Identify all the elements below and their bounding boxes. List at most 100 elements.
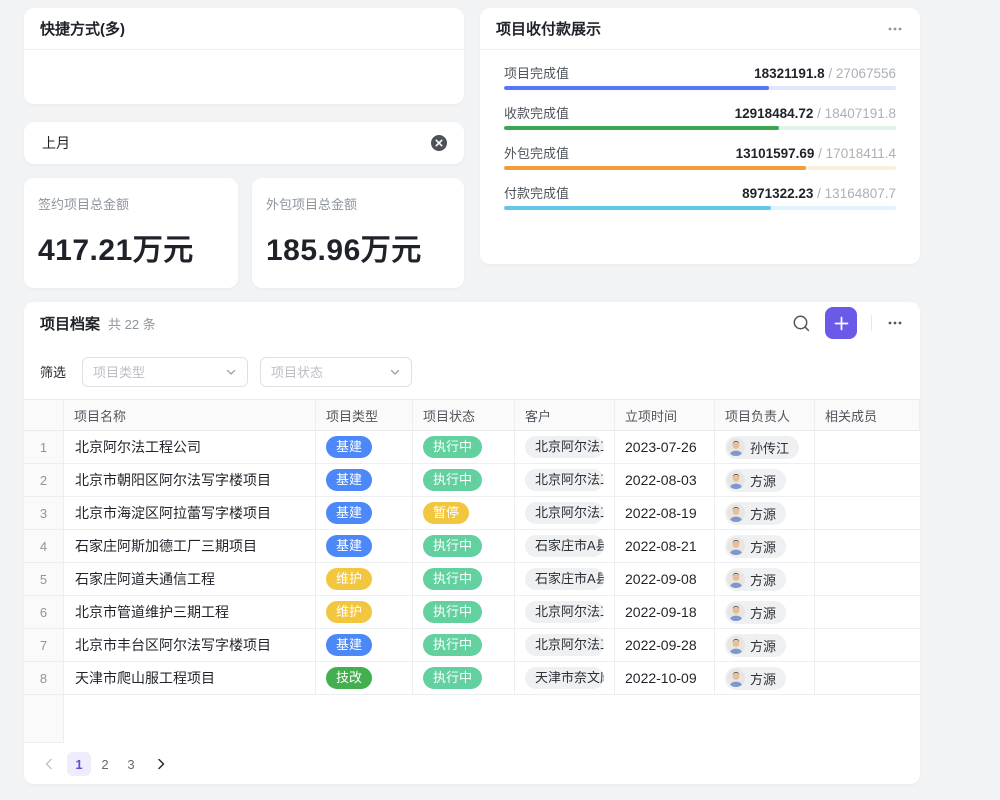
start-date-cell: 2022-09-18: [615, 596, 715, 629]
members-cell: [815, 530, 920, 563]
owner-name: 方源: [750, 671, 777, 687]
project-type-cell: 基建: [316, 629, 413, 662]
owner-tag: 方源: [725, 633, 787, 657]
customer-tag: 石家庄市A县: [525, 567, 604, 591]
members-cell: [815, 662, 920, 695]
customer-cell: 北京阿尔法工: [515, 629, 615, 662]
progress-total: / 17018411.4: [814, 146, 896, 161]
progress-row: 外包完成值 13101597.69 / 17018411.4: [504, 143, 896, 170]
payment-card-header: 项目收付款展示: [480, 8, 920, 50]
project-type-cell: 基建: [316, 530, 413, 563]
project-type-badge: 基建: [326, 435, 373, 459]
column-header: [24, 399, 64, 431]
project-name-cell[interactable]: 北京市管道维护三期工程: [64, 596, 316, 629]
filter-select[interactable]: 项目状态: [260, 356, 413, 387]
chevron-down-icon: [226, 369, 236, 375]
project-type-badge: 基建: [326, 501, 373, 525]
project-name-cell[interactable]: 北京市朝阳区阿尔法写字楼项目: [64, 464, 316, 497]
avatar: [727, 438, 745, 456]
archive-card-header: 项目档案 共 22 条: [24, 302, 920, 344]
progress-bar-track: [504, 86, 896, 90]
project-name-cell[interactable]: 石家庄阿道夫通信工程: [64, 563, 316, 596]
filter-select-label: 项目状态: [271, 365, 324, 380]
time-filter-value: 上月: [42, 135, 70, 151]
progress-bar-track: [504, 206, 896, 210]
clear-filter-icon[interactable]: [430, 134, 448, 152]
project-type-cell: 维护: [316, 596, 413, 629]
owner-name: 方源: [750, 539, 777, 555]
shortcut-card: 快捷方式(多): [24, 8, 464, 104]
row-number: 5: [24, 563, 64, 596]
owner-cell: 方源: [715, 596, 815, 629]
customer-cell: 石家庄市A县: [515, 563, 615, 596]
project-name-cell[interactable]: 天津市爬山服工程项目: [64, 662, 316, 695]
payment-display-card: 项目收付款展示 项目完成值 18321191.8 / 27067556 收款完成…: [480, 8, 920, 264]
progress-label: 项目完成值: [504, 66, 570, 81]
more-icon[interactable]: [886, 20, 904, 38]
payment-card-title: 项目收付款展示: [496, 21, 602, 38]
project-status-cell: 执行中: [413, 596, 515, 629]
page-number[interactable]: 3: [127, 756, 135, 772]
project-name-cell[interactable]: 石家庄阿斯加德工厂三期项目: [64, 530, 316, 563]
column-header: 客户: [515, 399, 615, 431]
page-list: 1 2 3: [66, 752, 144, 776]
avatar: [727, 471, 745, 489]
prev-page-icon[interactable]: [42, 757, 56, 771]
start-date: 2022-09-18: [625, 604, 697, 620]
add-record-button[interactable]: [825, 307, 857, 339]
project-type-badge: 基建: [326, 633, 373, 657]
progress-bar-fill: [504, 166, 806, 170]
archive-actions: [792, 307, 904, 339]
customer-tag: 北京阿尔法工: [525, 468, 604, 492]
avatar: [727, 537, 745, 555]
start-date-cell: 2022-08-19: [615, 497, 715, 530]
column-header: 项目类型: [316, 399, 413, 431]
progress-row: 付款完成值 8971322.23 / 13164807.7: [504, 183, 896, 210]
project-status-badge: 执行中: [423, 567, 483, 591]
project-status-badge: 执行中: [423, 435, 483, 459]
page-number[interactable]: 2: [101, 756, 109, 772]
project-type-cell: 基建: [316, 464, 413, 497]
progress-value: 13101597.69: [735, 146, 815, 161]
project-name-cell[interactable]: 北京阿尔法工程公司: [64, 431, 316, 464]
project-name-cell[interactable]: 北京市丰台区阿尔法写字楼项目: [64, 629, 316, 662]
project-status-cell: 暂停: [413, 497, 515, 530]
start-date-cell: 2022-09-28: [615, 629, 715, 662]
progress-row: 项目完成值 18321191.8 / 27067556: [504, 63, 896, 90]
project-name: 北京阿尔法工程公司: [75, 439, 201, 455]
progress-bar-track: [504, 166, 896, 170]
progress-bar-fill: [504, 206, 771, 210]
metric-label: 外包项目总金额: [266, 197, 358, 212]
owner-name: 方源: [750, 473, 777, 489]
next-page-icon[interactable]: [154, 757, 168, 771]
metric-card-outsource-total: 外包项目总金额 185.96万元: [252, 178, 464, 288]
avatar: [727, 603, 745, 621]
time-filter[interactable]: 上月: [24, 122, 464, 164]
customer-cell: 北京阿尔法工: [515, 431, 615, 464]
table-more-icon[interactable]: [886, 314, 904, 332]
project-type-badge: 技改: [326, 666, 373, 690]
customer-cell: 北京阿尔法工: [515, 596, 615, 629]
tail-number-cell: [24, 695, 64, 743]
customer-cell: 石家庄市A县: [515, 530, 615, 563]
search-icon[interactable]: [792, 314, 811, 333]
project-name-cell[interactable]: 北京市海淀区阿拉蕾写字楼项目: [64, 497, 316, 530]
shortcut-card-title: 快捷方式(多): [40, 21, 125, 38]
progress-label: 付款完成值: [504, 186, 570, 201]
customer-tag: 北京阿尔法工: [525, 501, 604, 525]
progress-value: 12918484.72: [734, 106, 814, 121]
owner-cell: 方源: [715, 662, 815, 695]
start-date: 2022-08-21: [625, 538, 697, 554]
owner-tag: 方源: [725, 600, 787, 624]
page-number[interactable]: 1: [67, 752, 91, 776]
owner-tag: 方源: [725, 468, 787, 492]
project-name: 天津市爬山服工程项目: [75, 670, 215, 686]
owner-tag: 方源: [725, 567, 787, 591]
filter-select[interactable]: 项目类型: [82, 356, 249, 387]
start-date-cell: 2022-09-08: [615, 563, 715, 596]
owner-cell: 方源: [715, 530, 815, 563]
project-type-badge: 维护: [326, 567, 373, 591]
project-status-cell: 执行中: [413, 530, 515, 563]
tail-empty-cell: [64, 695, 920, 743]
